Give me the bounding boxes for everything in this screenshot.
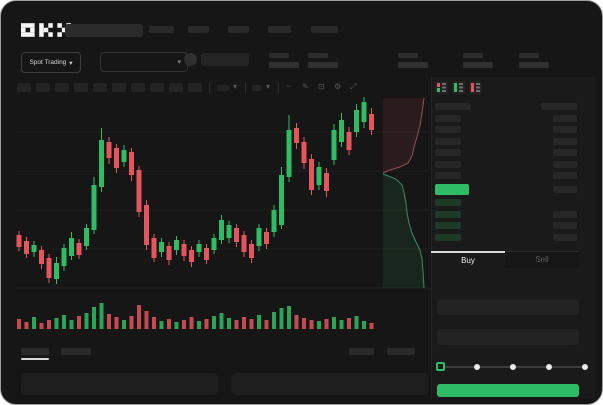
bid-row[interactable] <box>435 222 577 229</box>
ask-row[interactable] <box>435 149 577 156</box>
timeframe-button-5[interactable] <box>93 83 107 92</box>
timeframe-button-4[interactable] <box>74 83 88 92</box>
orderbook-bar <box>435 126 461 133</box>
price-input[interactable] <box>437 299 579 315</box>
timeframe-button-7[interactable] <box>131 83 145 92</box>
pair-name-placeholder[interactable] <box>201 53 249 66</box>
orderbook-bar <box>541 103 577 110</box>
market-mode-dropdown[interactable]: Spot Trading ▾ <box>21 52 81 73</box>
orderbook-bar <box>435 199 461 206</box>
line-style-icon[interactable]: ~ <box>286 82 291 91</box>
bid-row[interactable] <box>435 233 577 241</box>
buy-sell-tabs: Buy Sell <box>431 251 579 268</box>
chevron-down-icon: ▾ <box>177 59 181 66</box>
chevron-down-icon: ▾ <box>69 59 73 67</box>
timeframe-button-6[interactable] <box>112 83 126 92</box>
timeframe-button-2[interactable] <box>36 83 50 92</box>
orders-panel-right <box>231 373 428 395</box>
orderbook-bar <box>553 137 577 145</box>
slider-stop-4[interactable] <box>582 364 588 370</box>
timeframe-button-1[interactable] <box>17 83 31 92</box>
slider-handle[interactable] <box>436 362 445 371</box>
orders-action-2[interactable] <box>387 348 415 355</box>
timeframe-button-9[interactable] <box>169 83 183 92</box>
nav-item-3[interactable] <box>228 26 249 33</box>
okx-logo[interactable] <box>21 23 71 37</box>
search-input[interactable] <box>65 24 143 37</box>
bid-row[interactable] <box>435 199 577 206</box>
draw-icon[interactable]: ✎ <box>302 82 309 91</box>
orderbook-bar <box>435 137 461 145</box>
orderbook-bar <box>553 126 577 133</box>
orderbook-bar <box>553 210 577 218</box>
slider-stop-2[interactable] <box>510 364 516 370</box>
orders-tab-active[interactable] <box>21 348 49 355</box>
orders-action-1[interactable] <box>349 348 374 355</box>
orderbook-bar <box>553 172 577 179</box>
tab-buy[interactable]: Buy <box>431 251 505 268</box>
overlay-selector[interactable] <box>252 85 262 91</box>
buy-submit-button[interactable] <box>437 384 579 397</box>
orderbook-header[interactable] <box>435 103 577 110</box>
orderbook-bar <box>435 114 461 122</box>
last-price-highlight <box>435 183 469 195</box>
timeframe-button-8[interactable] <box>150 83 164 92</box>
camera-icon[interactable]: ⊡ <box>318 82 325 91</box>
settings-icon[interactable]: ⚙ <box>334 82 342 91</box>
last-price-row[interactable] <box>435 183 577 195</box>
ask-row[interactable] <box>435 126 577 133</box>
orderbook-asks-view-icon[interactable] <box>469 81 482 94</box>
orderbook-bids-view-icon[interactable] <box>452 81 465 94</box>
orders-tab-underline <box>21 358 49 360</box>
orderbook-bar <box>435 149 461 156</box>
orders-panel-left <box>21 373 218 395</box>
orderbook-bar <box>435 210 461 218</box>
orderbook-bar <box>435 103 471 110</box>
orders-tab-2[interactable] <box>61 348 91 355</box>
bid-row[interactable] <box>435 210 577 218</box>
ask-row[interactable] <box>435 160 577 168</box>
timeframe-button-10[interactable] <box>188 83 202 92</box>
orderbook-bar <box>553 185 577 193</box>
orderbook-combined-view-icon[interactable] <box>435 81 448 94</box>
orderbook-bar <box>435 160 461 168</box>
orderbook-bar <box>553 222 577 229</box>
orderbook-bar <box>435 172 461 179</box>
order-book[interactable] <box>435 103 577 245</box>
amount-input[interactable] <box>437 329 579 345</box>
orderbook-bar <box>553 114 577 122</box>
pair-selector[interactable]: ▾ <box>100 52 188 72</box>
slider-stop-3[interactable] <box>546 364 552 370</box>
market-mode-label: Spot Trading <box>29 59 67 66</box>
nav-item-4[interactable] <box>268 26 291 33</box>
nav-item-1[interactable] <box>149 26 174 33</box>
chevron-down-icon[interactable]: ▾ <box>233 82 238 91</box>
ask-row[interactable] <box>435 137 577 145</box>
ask-row[interactable] <box>435 172 577 179</box>
orderbook-bar <box>435 222 461 229</box>
orderbook-bar <box>435 233 461 241</box>
indicator-selector[interactable] <box>217 85 229 91</box>
orderbook-bar <box>553 233 577 241</box>
tab-sell[interactable]: Sell <box>505 251 579 268</box>
fullscreen-icon[interactable]: ⤢ <box>350 82 357 91</box>
orderbook-bar <box>553 160 577 168</box>
slider-stop-1[interactable] <box>474 364 480 370</box>
ask-row[interactable] <box>435 114 577 122</box>
orderbook-bar <box>553 149 577 156</box>
nav-item-2[interactable] <box>188 26 209 33</box>
timeframe-button-3[interactable] <box>55 83 69 92</box>
nav-item-5[interactable] <box>311 26 338 33</box>
coin-avatar <box>184 53 197 66</box>
chevron-down-icon[interactable]: ▾ <box>266 82 271 91</box>
